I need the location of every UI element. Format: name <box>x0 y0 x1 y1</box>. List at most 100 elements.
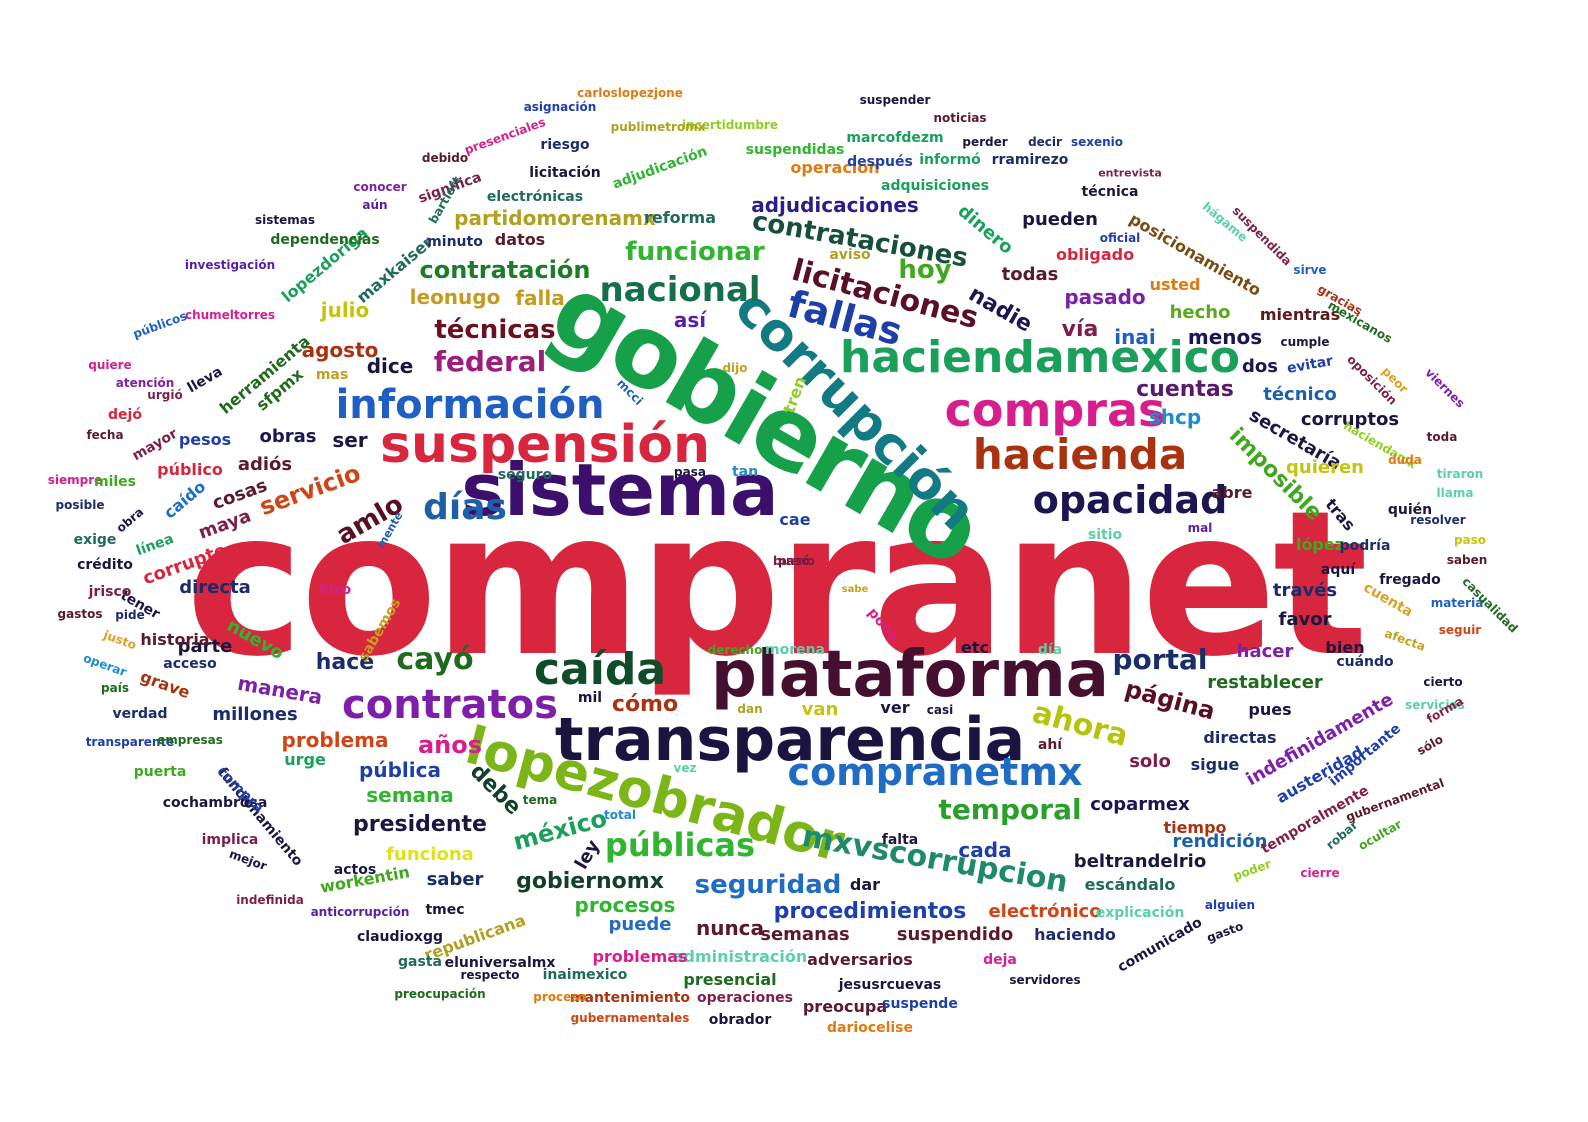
word-chumeltorres: chumeltorres <box>184 308 276 322</box>
word-cochambrosa: cochambrosa <box>162 795 268 811</box>
word-anticorrupcion: anticorrupción <box>310 905 410 919</box>
word-poder: poder <box>1231 856 1273 884</box>
word-van: van <box>801 699 839 720</box>
word-problemas: problemas <box>592 947 688 966</box>
word-rramirezo: rramirezo <box>991 152 1069 168</box>
word-contratacion: contratación <box>419 256 591 284</box>
word-rendicion: rendición <box>1172 831 1268 852</box>
word-compranetmx: compranetmx <box>787 750 1083 794</box>
word-pues: pues <box>1248 700 1292 719</box>
word-electronicas: electrónicas <box>486 189 584 205</box>
word-obrador: obrador <box>708 1012 772 1028</box>
word-todas: todas <box>1001 264 1059 285</box>
word-adios: adiós <box>237 454 293 475</box>
word-debido: debido <box>421 151 469 165</box>
word-presidente: presidente <box>353 812 487 837</box>
word-usted: usted <box>1149 275 1201 294</box>
word-seguridad: seguridad <box>694 870 842 900</box>
word-adjudicaciones: adjudicaciones <box>751 193 919 217</box>
word-falta: falta <box>881 832 919 848</box>
word-conocer: conocer <box>353 180 407 194</box>
word-sexenio: sexenio <box>1070 135 1124 149</box>
word-informacion: información <box>335 382 605 428</box>
word-saben: saben <box>1446 553 1488 567</box>
word-atencion: atención <box>115 376 175 390</box>
word-agosto: agosto <box>301 338 379 362</box>
word-como: cómo <box>611 692 679 717</box>
word-pais: país <box>101 681 129 695</box>
word-asi: así <box>673 308 707 332</box>
word-parte: parte <box>177 636 233 657</box>
word-licitacion: licitación <box>529 165 601 181</box>
word-explicacion: explicación <box>1095 905 1185 921</box>
word-preocupa: preocupa <box>802 997 888 1016</box>
word-dias: días <box>423 487 507 528</box>
word-presencial: presencial <box>683 970 777 989</box>
word-sitio: sitio <box>1087 527 1123 543</box>
word-tema: tema <box>522 793 558 807</box>
word-lleva: lleva <box>184 363 226 397</box>
word-temporal: temporal <box>938 793 1082 826</box>
word-caida: caída <box>533 644 667 695</box>
word-posible: posible <box>55 498 105 512</box>
word-incertidumbre: incertidumbre <box>682 118 778 132</box>
word-duda: duda <box>1388 453 1422 467</box>
word-problema: problema <box>281 728 389 752</box>
word-suspende: suspende <box>882 996 958 1012</box>
word-cada: cada <box>958 838 1012 862</box>
word-servicios: servicios <box>1405 698 1465 712</box>
word-directas: directas <box>1203 728 1277 747</box>
word-marcofdezm: marcofdezm <box>846 130 944 146</box>
word-leonugo: leonugo <box>409 285 501 309</box>
word-oficial: oficial <box>1099 231 1141 245</box>
word-jesusrcuevas: jesusrcuevas <box>838 977 942 993</box>
word-adquisiciones: adquisiciones <box>881 178 989 194</box>
word-derecho: derecho <box>707 643 763 657</box>
word-proceso: proceso <box>533 990 587 1004</box>
word-suspendidas: suspendidas <box>745 142 845 158</box>
word-adjudicacion: adjudicación <box>610 143 710 193</box>
word-servidores: servidores <box>1009 973 1081 987</box>
word-sirve: sirve <box>1293 263 1327 277</box>
word-obras: obras <box>259 426 317 447</box>
word-operar: operar <box>81 650 129 680</box>
word-dejo: dejó <box>108 407 142 423</box>
word-afecta: afecta <box>1382 626 1428 654</box>
word-mantenimiento: mantenimiento <box>569 990 691 1006</box>
word-mal: mal <box>1187 521 1213 535</box>
word-dice: dice <box>366 354 414 378</box>
word-quieren: quieren <box>1286 457 1364 478</box>
word-portal: portal <box>1112 643 1208 676</box>
word-transparencia: transparencia <box>554 705 1026 775</box>
word-evitar: evitar <box>1285 353 1335 377</box>
word-tan: tan <box>731 464 759 480</box>
word-verdad: verdad <box>112 706 168 722</box>
word-cayo: cayó <box>396 642 474 677</box>
word-minuto: minuto <box>427 234 483 250</box>
word-aviso: aviso <box>829 247 871 263</box>
word-hizo: hizo <box>318 582 352 598</box>
word-aqui: aquí <box>1320 562 1356 578</box>
word-cuentas: cuentas <box>1136 377 1234 402</box>
word-inai: inai <box>1114 325 1156 349</box>
word-pide: pide <box>115 608 145 622</box>
word-suspension: suspensión <box>380 415 710 475</box>
word-entrevista: entrevista <box>1098 166 1162 180</box>
word-despues: después <box>847 154 913 170</box>
word-suspendido: suspendido <box>896 924 1014 945</box>
word-mayor: mayor <box>129 425 181 465</box>
word-exige: exige <box>73 532 117 548</box>
word-ahi: ahí <box>1037 737 1063 753</box>
word-plataforma: plataforma <box>711 638 1109 712</box>
word-gobiernomx: gobiernomx <box>516 869 664 894</box>
word-eluniversalmx: eluniversalmx <box>444 955 556 971</box>
word-electronico: electrónico <box>988 901 1102 922</box>
word-paso: paso <box>1453 533 1487 547</box>
word-llama: llama <box>1436 486 1474 500</box>
word-pasa: pasa <box>674 465 706 479</box>
word-dijo: dijo <box>722 361 748 375</box>
word-dar: dar <box>849 875 881 894</box>
word-total: total <box>604 808 636 822</box>
word-actos: actos <box>333 862 377 878</box>
